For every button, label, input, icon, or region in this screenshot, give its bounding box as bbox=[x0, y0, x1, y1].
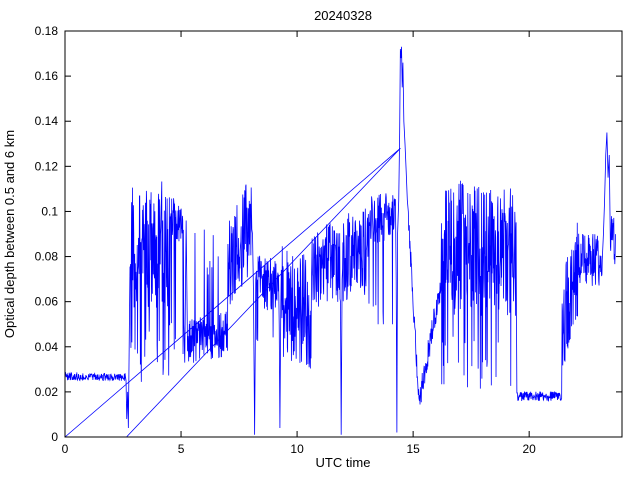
series-optical-depth-timeseries bbox=[65, 46, 616, 435]
axes-box bbox=[64, 30, 623, 438]
y-tick-label: 0.08 bbox=[35, 250, 59, 264]
x-tick-label: 0 bbox=[62, 442, 69, 456]
y-tick-label: 0.12 bbox=[35, 159, 59, 173]
y-tick-label: 0.06 bbox=[35, 295, 59, 309]
x-axis-label: UTC time bbox=[316, 455, 371, 470]
y-axis-label: Optical depth between 0.5 and 6 km bbox=[2, 130, 17, 338]
y-tick-label: 0 bbox=[51, 430, 58, 444]
x-tick-label: 20 bbox=[522, 442, 536, 456]
x-tick-label: 5 bbox=[178, 442, 185, 456]
data-series bbox=[64, 46, 616, 438]
y-tick-label: 0.16 bbox=[35, 69, 59, 83]
series-overlay-diagonal-line-1 bbox=[64, 147, 401, 438]
y-tick-label: 0.18 bbox=[35, 24, 59, 38]
y-tick-label: 0.02 bbox=[35, 385, 59, 399]
x-tick-label: 15 bbox=[406, 442, 420, 456]
axes: 0 5 10 15 20 0 0.02 0.04 0.06 0.08 0.1 0.12 0.14 0.16… bbox=[35, 24, 623, 456]
series-overlay-diagonal-line-2 bbox=[126, 148, 401, 438]
y-tick-label: 0.04 bbox=[35, 340, 59, 354]
x-tick-label: 10 bbox=[290, 442, 304, 456]
y-tick-label: 0.1 bbox=[41, 204, 58, 218]
y-tick-label: 0.14 bbox=[35, 114, 59, 128]
plot-title: 20240328 bbox=[314, 8, 372, 23]
